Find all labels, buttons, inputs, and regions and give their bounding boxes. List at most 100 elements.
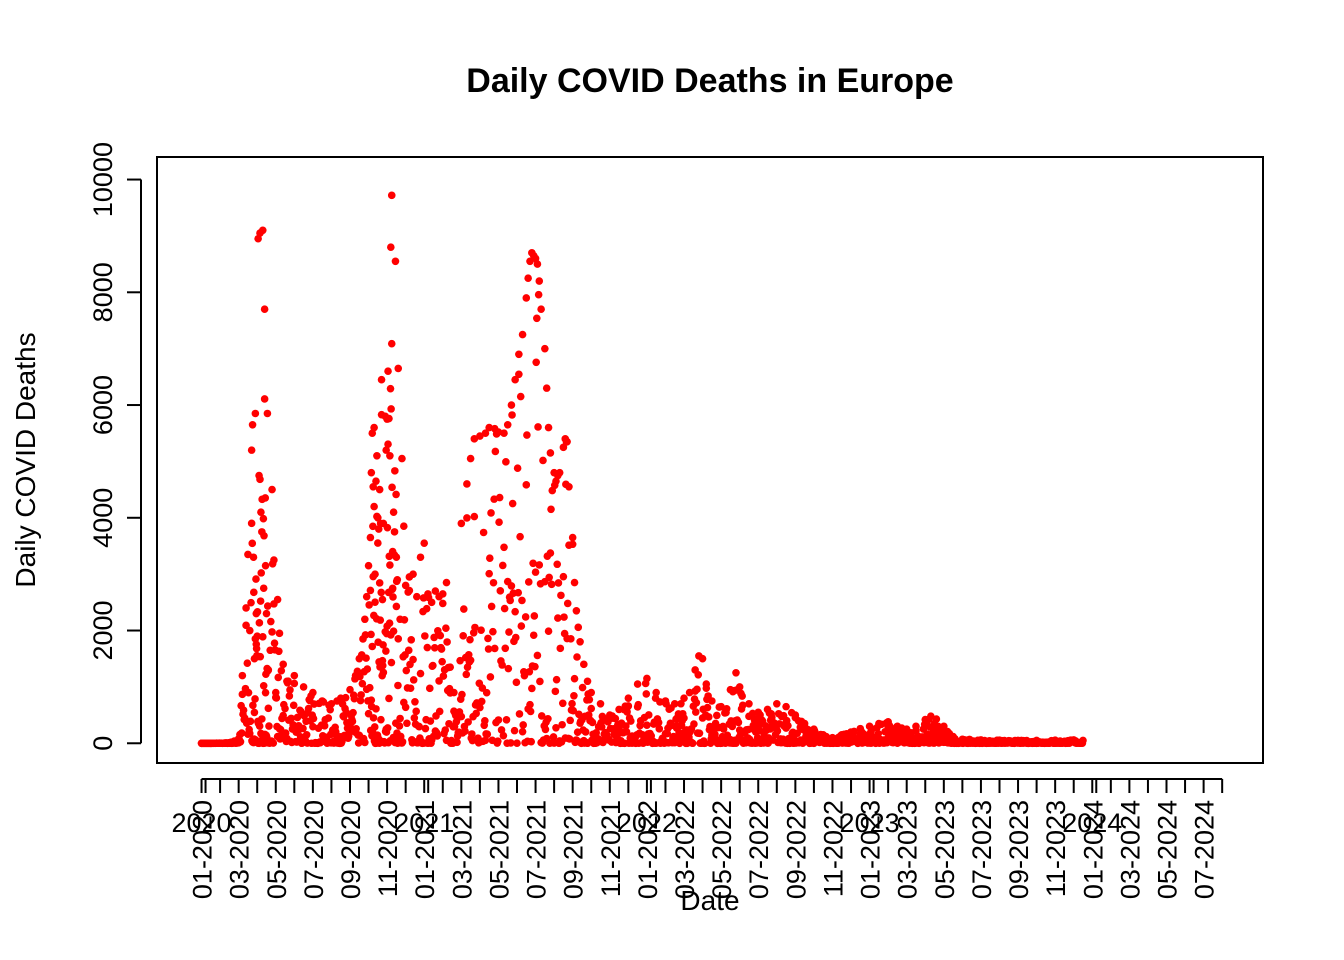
data-point xyxy=(583,677,592,686)
data-point xyxy=(400,522,408,531)
data-point xyxy=(251,409,260,418)
data-point xyxy=(256,475,264,484)
data-point xyxy=(350,694,359,703)
data-point xyxy=(692,699,701,707)
data-point xyxy=(516,532,524,541)
data-point xyxy=(560,613,568,621)
data-point xyxy=(433,732,442,740)
data-point xyxy=(518,330,527,339)
data-point xyxy=(358,679,367,688)
data-point xyxy=(537,305,545,314)
data-point xyxy=(487,602,496,611)
data-point xyxy=(570,578,579,587)
x-month-label: 03-2022 xyxy=(670,800,700,899)
data-point xyxy=(555,468,564,477)
data-point xyxy=(553,560,562,569)
data-point xyxy=(562,438,571,446)
data-point xyxy=(500,429,508,438)
data-point xyxy=(279,711,287,720)
data-point xyxy=(532,358,540,367)
data-point xyxy=(401,703,410,712)
data-point xyxy=(773,700,781,708)
data-point xyxy=(456,656,464,665)
data-point xyxy=(272,694,281,702)
data-point xyxy=(554,614,562,622)
data-point xyxy=(517,622,526,630)
data-point xyxy=(424,593,433,602)
data-point xyxy=(566,716,575,725)
data-point xyxy=(773,727,782,735)
data-point xyxy=(361,738,369,747)
data-point xyxy=(324,714,333,722)
x-year-label: 2024 xyxy=(1062,808,1122,838)
data-point xyxy=(267,617,275,626)
data-point xyxy=(412,592,421,601)
data-point xyxy=(249,701,257,710)
data-point xyxy=(522,481,531,489)
data-point xyxy=(655,725,664,733)
data-point xyxy=(529,631,538,640)
data-point xyxy=(504,664,513,673)
data-point xyxy=(356,672,364,681)
data-point xyxy=(394,364,403,373)
data-point xyxy=(379,668,388,677)
data-point xyxy=(383,523,392,532)
data-point xyxy=(261,688,270,697)
data-point xyxy=(691,708,700,716)
data-point xyxy=(477,626,485,635)
data-point xyxy=(307,692,315,700)
data-point xyxy=(402,666,411,675)
data-point xyxy=(497,726,506,734)
data-point xyxy=(384,367,392,376)
data-point xyxy=(633,680,642,688)
data-point xyxy=(611,714,620,723)
data-point xyxy=(576,638,584,646)
data-point xyxy=(304,704,313,713)
data-point xyxy=(513,464,522,473)
data-point xyxy=(680,714,688,722)
data-point xyxy=(384,440,392,448)
data-point xyxy=(366,533,375,542)
data-point xyxy=(245,729,254,738)
x-year-label: 2020 xyxy=(171,808,231,838)
x-month-label: 07-2022 xyxy=(744,800,774,899)
data-point xyxy=(784,721,792,730)
x-month-label: 07-2021 xyxy=(522,800,552,899)
data-point xyxy=(284,677,292,685)
y-tick-label: 0 xyxy=(88,736,118,751)
data-point xyxy=(551,687,560,696)
data-point xyxy=(677,699,685,708)
data-point xyxy=(558,699,567,708)
data-point xyxy=(375,579,384,587)
data-point xyxy=(534,423,542,431)
data-point xyxy=(409,655,417,664)
x-month-label: 05-2022 xyxy=(707,800,737,899)
data-point xyxy=(387,191,396,200)
data-point xyxy=(511,633,520,642)
data-point xyxy=(279,660,287,669)
data-point xyxy=(403,719,411,728)
data-point xyxy=(518,596,526,605)
data-point xyxy=(438,599,447,608)
data-point xyxy=(383,724,392,732)
data-point xyxy=(487,509,495,517)
data-point xyxy=(484,645,493,653)
data-point xyxy=(526,707,535,716)
data-point xyxy=(738,701,747,710)
data-point xyxy=(634,700,643,709)
data-point xyxy=(642,690,651,698)
data-point xyxy=(537,712,546,720)
data-point xyxy=(388,483,396,492)
data-point xyxy=(529,559,537,568)
data-point xyxy=(404,646,413,655)
data-point xyxy=(466,656,475,665)
data-point xyxy=(547,505,555,514)
data-point xyxy=(289,701,298,710)
data-point xyxy=(521,613,530,621)
data-point xyxy=(719,725,728,733)
data-point xyxy=(641,679,650,688)
data-point xyxy=(557,591,565,600)
data-point xyxy=(688,739,697,748)
data-point xyxy=(382,647,390,655)
data-point xyxy=(652,688,660,697)
